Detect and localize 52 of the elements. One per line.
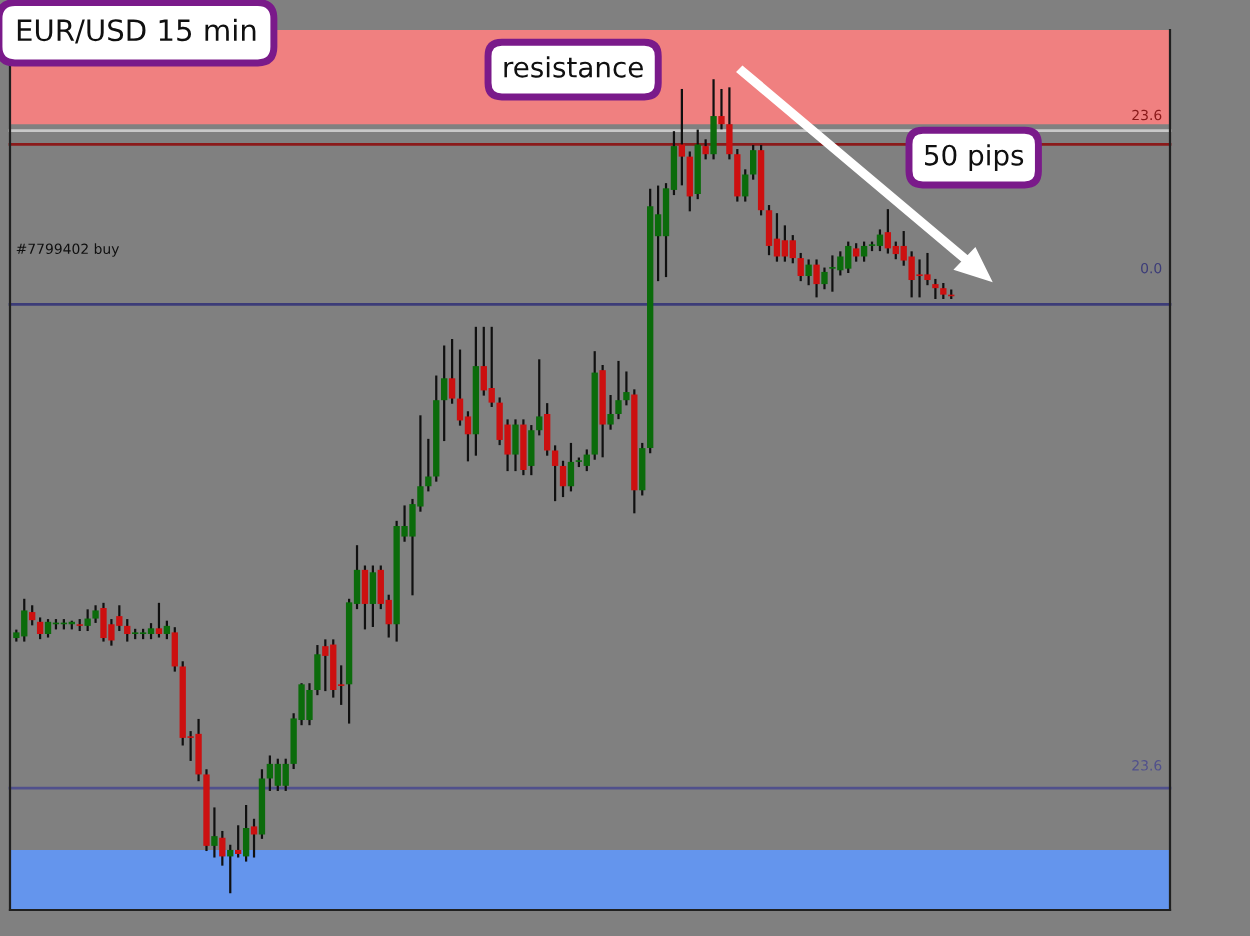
candlestick [559,460,567,498]
candlestick [155,602,163,638]
text: resistance [504,56,643,78]
candlestick [36,617,44,640]
candlestick [781,225,789,262]
candlestick [551,445,559,502]
candlestick [369,565,377,627]
candlestick [805,259,812,286]
candlestick [544,403,551,456]
candlestick [448,339,456,404]
candlestick [686,151,693,212]
candlestick [211,807,218,858]
candlestick [845,241,852,274]
candlestick [242,804,250,862]
candlestick [456,349,464,426]
candlestick [876,229,884,252]
candlestick [84,609,91,632]
candlestick [884,209,892,254]
candlestick [512,419,519,472]
chart-title: EUR/USD 15 min [17,18,256,44]
candlestick [528,425,535,476]
candlestick [765,205,773,256]
candlestick [750,144,757,180]
candlestick [813,259,820,298]
candlestick [916,259,923,298]
candlestick [76,619,83,632]
candlestick [520,419,527,476]
candlestick [124,619,131,642]
candlestick [171,627,178,672]
candlestick [742,169,749,202]
annotation: 50 pips [925,144,1024,172]
candlestick [274,758,281,791]
candlestick [266,755,274,791]
candlestick [639,442,646,496]
candlestick [583,449,590,472]
candlestick [678,88,686,186]
candlestick [330,639,337,698]
candlestick [773,213,781,262]
candlestick [797,252,804,282]
candlestick [789,235,796,264]
candlestick [235,825,242,858]
candlestick [536,359,543,436]
candlestick [322,639,329,692]
candlestick [441,345,448,442]
candlestick [480,326,487,396]
candlestick [361,565,369,630]
candlestick [21,598,28,642]
candlestick [100,602,107,642]
candlestick [250,818,258,858]
candlestick [710,79,717,160]
candlestick [829,255,836,292]
candlestick [567,442,575,492]
